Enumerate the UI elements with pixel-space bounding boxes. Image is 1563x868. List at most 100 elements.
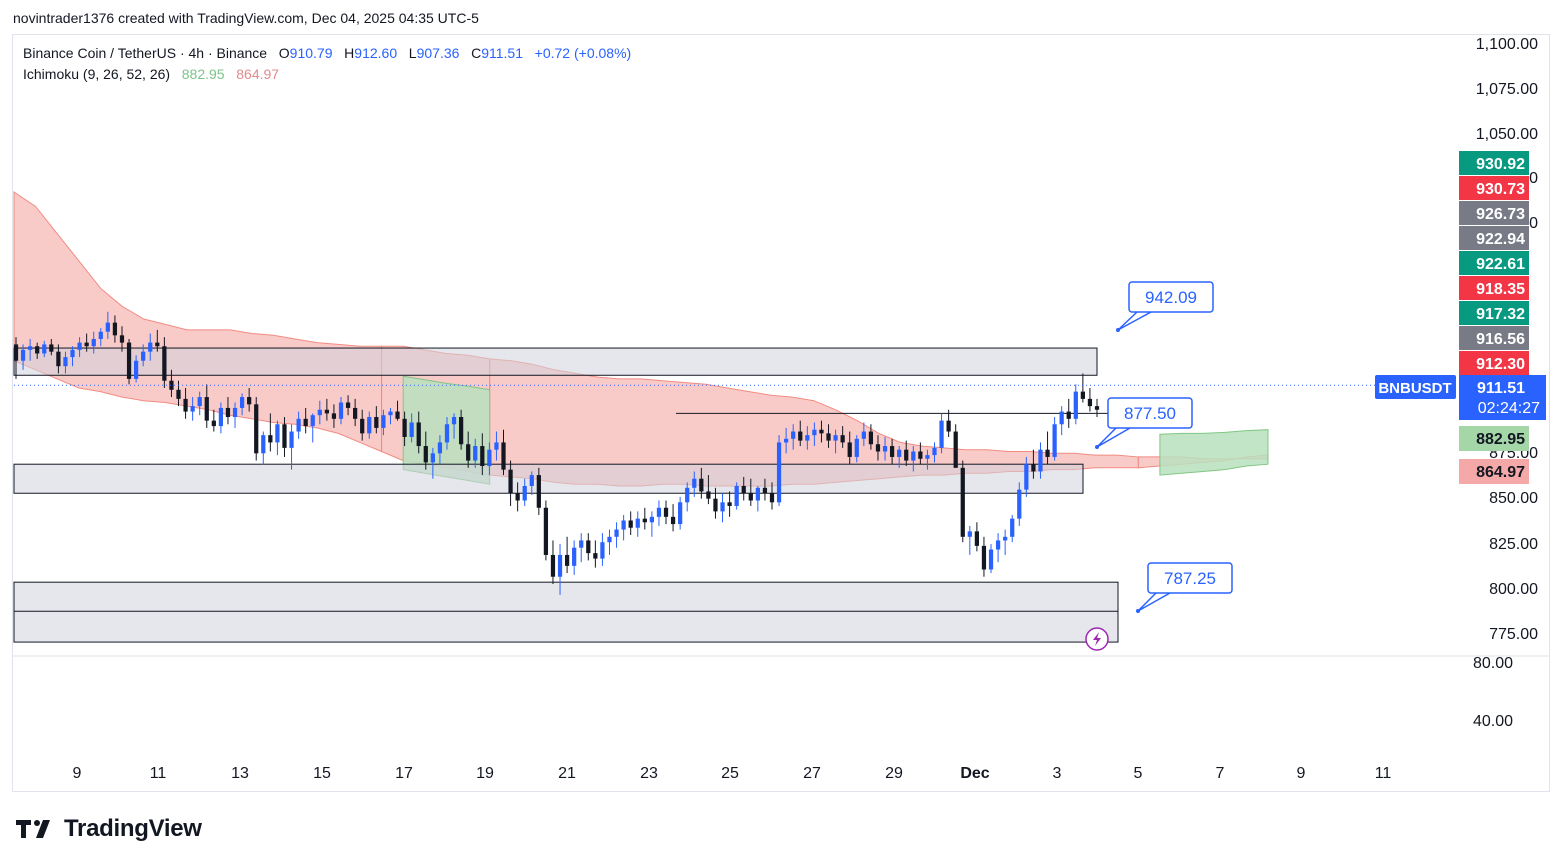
candle[interactable] (791, 424, 796, 450)
price-tick[interactable]: 850.00 (1489, 490, 1538, 507)
candle[interactable] (239, 393, 245, 416)
time-tick[interactable]: 17 (395, 765, 413, 782)
candle[interactable] (1094, 398, 1100, 418)
candle[interactable] (388, 407, 393, 425)
price-tick[interactable]: 800.00 (1489, 581, 1538, 598)
subpane-tick[interactable]: 40.00 (1473, 713, 1513, 730)
time-tick[interactable]: 5 (1134, 765, 1143, 782)
candle[interactable] (247, 387, 252, 412)
candle[interactable] (995, 533, 1001, 563)
candle[interactable] (1038, 442, 1043, 479)
candle[interactable] (586, 533, 591, 561)
price-callout[interactable]: 942.09 (1116, 281, 1214, 332)
candle[interactable] (656, 500, 662, 526)
candle[interactable] (133, 355, 139, 383)
candle[interactable] (699, 467, 704, 499)
alert-icon[interactable] (1085, 627, 1109, 651)
candle[interactable] (451, 413, 457, 439)
candle[interactable] (338, 397, 344, 425)
candle[interactable] (1017, 482, 1022, 526)
candle[interactable] (805, 426, 810, 450)
candle[interactable] (1024, 456, 1029, 497)
time-tick[interactable]: 29 (885, 765, 903, 782)
candle[interactable] (444, 417, 450, 450)
candle[interactable] (1052, 417, 1057, 461)
candle[interactable] (614, 522, 619, 548)
candle[interactable] (819, 420, 824, 443)
candle[interactable] (897, 446, 902, 468)
candle[interactable] (762, 478, 768, 501)
candle[interactable] (755, 485, 760, 512)
candle[interactable] (508, 460, 513, 506)
candle[interactable] (974, 522, 980, 552)
candle[interactable] (303, 407, 308, 434)
candle[interactable] (232, 402, 238, 428)
candle[interactable] (1010, 515, 1015, 543)
candle[interactable] (642, 507, 647, 530)
time-tick[interactable]: 7 (1216, 765, 1225, 782)
candle[interactable] (324, 398, 329, 421)
candle[interactable] (345, 395, 351, 416)
candle[interactable] (988, 544, 994, 574)
candle[interactable] (713, 487, 718, 519)
candle[interactable] (967, 525, 972, 555)
price-tag[interactable]: 930.92 (1459, 151, 1529, 175)
ichimoku-tag[interactable]: 882.95 (1459, 426, 1529, 451)
candle[interactable] (607, 529, 612, 555)
candle[interactable] (169, 369, 174, 398)
candle[interactable] (13, 337, 19, 379)
time-tick[interactable]: 25 (721, 765, 739, 782)
candle[interactable] (925, 449, 930, 470)
candle[interactable] (628, 511, 633, 535)
ichimoku-legend[interactable]: Ichimoku (9, 26, 52, 26) 882.95 864.97 (23, 66, 279, 82)
candle[interactable] (1087, 387, 1093, 412)
candle[interactable] (430, 447, 435, 479)
time-tick[interactable]: 11 (1375, 765, 1392, 782)
symbol-title[interactable]: Binance Coin / TetherUS · 4h · Binance (23, 45, 268, 61)
candle[interactable] (685, 482, 690, 512)
candle[interactable] (409, 413, 414, 443)
candle[interactable] (833, 429, 838, 454)
candle[interactable] (854, 435, 859, 463)
candle[interactable] (218, 402, 224, 434)
price-tag[interactable]: 930.73 (1459, 176, 1529, 200)
candle[interactable] (360, 409, 365, 441)
time-tick[interactable]: 9 (73, 765, 82, 782)
candle[interactable] (981, 536, 987, 577)
candle[interactable] (663, 500, 669, 525)
price-callout[interactable]: 877.50 (1095, 397, 1193, 449)
candle[interactable] (734, 482, 739, 510)
candle[interactable] (840, 426, 845, 448)
candle[interactable] (480, 433, 485, 476)
candle[interactable] (395, 400, 400, 421)
candle[interactable] (310, 413, 315, 443)
price-tick[interactable]: 775.00 (1489, 626, 1538, 643)
price-tag[interactable]: 922.61 (1459, 251, 1529, 275)
candle[interactable] (635, 511, 640, 537)
candle[interactable] (1080, 373, 1085, 403)
time-tick[interactable]: 9 (1297, 765, 1306, 782)
candle[interactable] (91, 331, 96, 354)
candle[interactable] (381, 409, 386, 436)
candle[interactable] (148, 333, 153, 361)
candle[interactable] (282, 417, 287, 457)
candle[interactable] (112, 315, 118, 343)
candle[interactable] (35, 342, 40, 359)
candle[interactable] (1066, 398, 1071, 428)
candle[interactable] (268, 413, 273, 452)
candle[interactable] (889, 438, 895, 465)
time-tick[interactable]: 21 (558, 765, 576, 782)
candle[interactable] (826, 424, 831, 448)
candle[interactable] (261, 431, 266, 465)
price-tag[interactable]: 912.30 (1459, 351, 1529, 375)
candle[interactable] (861, 422, 866, 447)
candle[interactable] (331, 404, 337, 428)
candle[interactable] (572, 540, 577, 575)
price-axis[interactable]: 1,100.001,075.001,050.00875.00850.00825.… (13, 36, 1549, 730)
symbol-legend[interactable]: Binance Coin / TetherUS · 4h · Binance O… (23, 45, 631, 61)
candle[interactable] (70, 346, 75, 367)
time-tick[interactable]: 13 (231, 765, 249, 782)
candle[interactable] (49, 338, 54, 356)
candle[interactable] (600, 533, 605, 566)
candle[interactable] (515, 482, 520, 512)
